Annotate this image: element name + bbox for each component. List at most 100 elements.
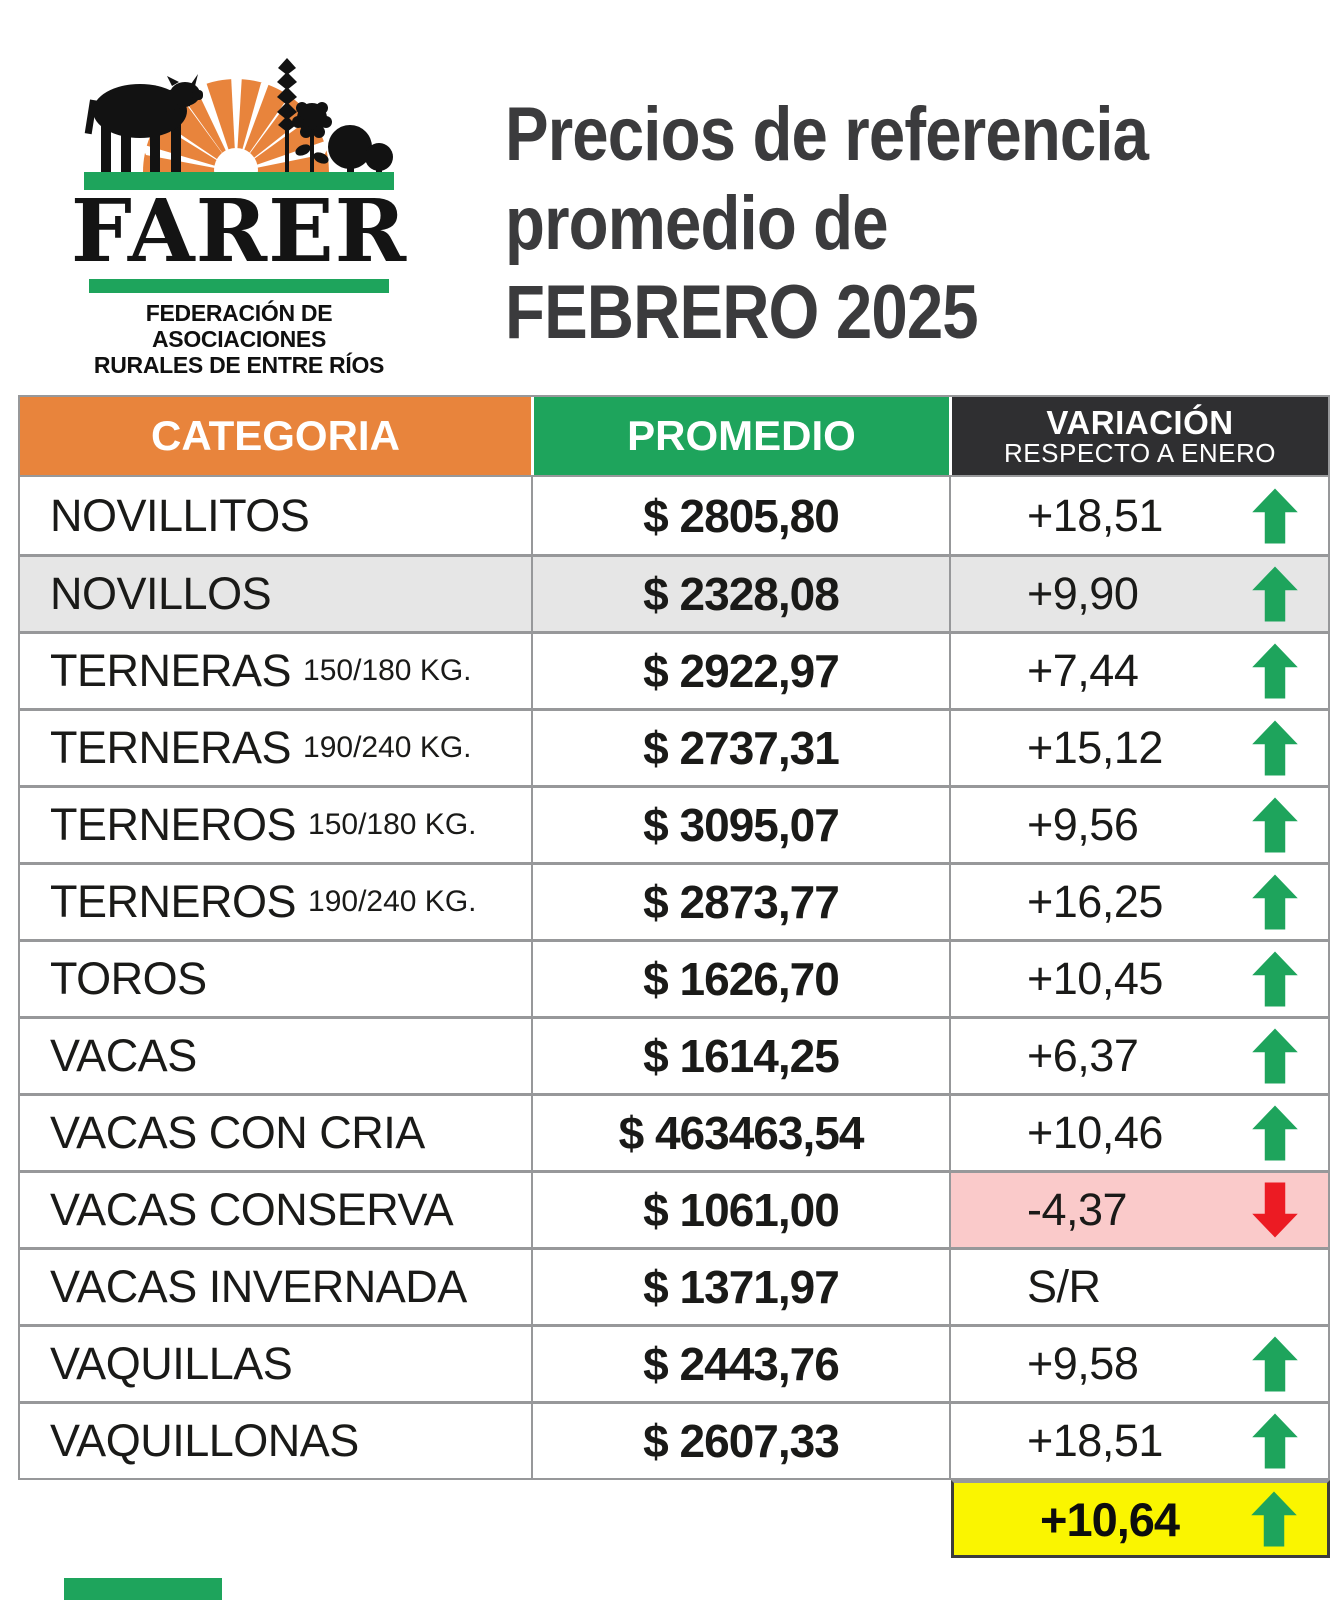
logo-subtitle: FEDERACIÓN DE ASOCIACIONES RURALES DE EN…: [83, 300, 395, 378]
table-header: CATEGORIA PROMEDIO VARIACIÓN RESPECTO A …: [20, 397, 1328, 475]
variation-cell: S/R: [949, 1250, 1328, 1324]
up-arrow-icon: [1252, 1028, 1298, 1084]
variation-cell: +7,44: [949, 634, 1328, 708]
variation-value: +7,44: [1027, 645, 1139, 696]
table-row: VACAS INVERNADA $ 1371,97 S/R: [20, 1247, 1328, 1324]
table-row: VACAS CON CRIA $ 463463,54 +10,46: [20, 1093, 1328, 1170]
farer-logo-emblem: [84, 58, 394, 190]
variation-cell: +10,45: [949, 942, 1328, 1016]
table-row: VACAS CONSERVA $ 1061,00 -4,37: [20, 1170, 1328, 1247]
category-name: VAQUILLONAS: [50, 1415, 359, 1466]
up-arrow-icon: [1252, 720, 1298, 776]
table-row: TERNEROS 190/240 KG. $ 2873,77 +16,25: [20, 862, 1328, 939]
table-row: VAQUILLAS $ 2443,76 +9,58: [20, 1324, 1328, 1401]
up-arrow-icon: [1252, 566, 1298, 622]
category-cell: TERNERAS 190/240 KG.: [20, 711, 531, 785]
category-cell: NOVILLOS: [20, 557, 531, 631]
header-variation-line2: RESPECTO A ENERO: [1004, 437, 1276, 468]
cow-icon: [84, 74, 203, 172]
variation-cell: +9,56: [949, 788, 1328, 862]
variation-value: +9,58: [1027, 1338, 1139, 1389]
average-price-cell: $ 2443,76: [531, 1327, 949, 1401]
average-price-cell: $ 1371,97: [531, 1250, 949, 1324]
logo-green-bar: [89, 279, 389, 293]
variation-cell: +6,37: [949, 1019, 1328, 1093]
variation-value: -4,37: [1027, 1184, 1128, 1235]
variation-value: S/R: [1027, 1261, 1101, 1312]
variation-cell: +16,25: [949, 865, 1328, 939]
sunflower-icon: [292, 102, 332, 172]
category-cell: VAQUILLONAS: [20, 1404, 531, 1478]
wheat-icon: [277, 58, 297, 172]
average-price-cell: $ 1061,00: [531, 1173, 949, 1247]
up-arrow-icon: [1251, 1491, 1297, 1547]
average-price-cell: $ 1614,25: [531, 1019, 949, 1093]
category-cell: TERNEROS 190/240 KG.: [20, 865, 531, 939]
table-body: NOVILLITOS $ 2805,80 +18,51 NOVILLOS $ 2…: [20, 475, 1328, 1478]
summary-row: +10,64: [18, 1480, 1330, 1558]
category-name: VAQUILLAS: [50, 1338, 293, 1389]
category-name: TERNEROS: [50, 799, 297, 850]
grass-bar: [84, 172, 394, 190]
category-name: VACAS: [50, 1030, 197, 1081]
category-name: TERNERAS: [50, 645, 292, 696]
trees-icon: [328, 125, 393, 172]
down-arrow-icon: [1252, 1182, 1298, 1238]
logo-subtitle-line2: RURALES DE ENTRE RÍOS: [93, 352, 385, 378]
category-cell: TERNEROS 150/180 KG.: [20, 788, 531, 862]
page-title-line1: Precios de referencia: [505, 92, 1149, 177]
header-average: PROMEDIO: [531, 397, 949, 475]
farer-logo: FARER FEDERACIÓN DE ASOCIACIONES RURALES…: [71, 42, 406, 378]
average-price-cell: $ 2922,97: [531, 634, 949, 708]
average-price-cell: $ 2737,31: [531, 711, 949, 785]
category-name: TOROS: [50, 953, 207, 1004]
summary-variation-cell: +10,64: [951, 1480, 1330, 1558]
category-cell: VACAS CONSERVA: [20, 1173, 531, 1247]
category-name: TERNERAS: [50, 722, 292, 773]
table-row: VACAS $ 1614,25 +6,37: [20, 1016, 1328, 1093]
average-price-cell: $ 2607,33: [531, 1404, 949, 1478]
up-arrow-icon: [1252, 643, 1298, 699]
category-weight-range: 190/240 KG.: [303, 731, 472, 764]
header-variation: VARIACIÓN RESPECTO A ENERO: [949, 397, 1328, 475]
up-arrow-icon: [1252, 1336, 1298, 1392]
variation-cell: +9,58: [949, 1327, 1328, 1401]
page-title-line2: promedio de: [505, 181, 889, 266]
variation-value: +10,46: [1027, 1107, 1163, 1158]
category-weight-range: 190/240 KG.: [308, 885, 477, 918]
table-row: TERNEROS 150/180 KG. $ 3095,07 +9,56: [20, 785, 1328, 862]
variation-cell: +9,90: [949, 557, 1328, 631]
table-row: TERNERAS 190/240 KG. $ 2737,31 +15,12: [20, 708, 1328, 785]
variation-value: +18,51: [1027, 1415, 1163, 1466]
average-price-cell: $ 3095,07: [531, 788, 949, 862]
up-arrow-icon: [1252, 1413, 1298, 1469]
variation-value: +6,37: [1027, 1030, 1139, 1081]
variation-value: +10,45: [1027, 953, 1163, 1004]
category-name: VACAS CONSERVA: [50, 1184, 454, 1235]
category-cell: VACAS CON CRIA: [20, 1096, 531, 1170]
category-cell: TOROS: [20, 942, 531, 1016]
bottom-green-bar: [64, 1578, 222, 1600]
price-table: CATEGORIA PROMEDIO VARIACIÓN RESPECTO A …: [18, 395, 1330, 1558]
average-price-cell: $ 2873,77: [531, 865, 949, 939]
category-name: TERNEROS: [50, 876, 297, 927]
table-row: NOVILLOS $ 2328,08 +9,90: [20, 554, 1328, 631]
average-price-cell: $ 463463,54: [531, 1096, 949, 1170]
page-title: Precios de referencia promedio de FEBRER…: [505, 90, 1149, 357]
variation-value: +9,90: [1027, 568, 1139, 619]
page-title-line3: FEBRERO 2025: [505, 270, 979, 355]
category-cell: VACAS: [20, 1019, 531, 1093]
category-cell: VACAS INVERNADA: [20, 1250, 531, 1324]
up-arrow-icon: [1252, 951, 1298, 1007]
brand-wordmark: FARER: [70, 181, 408, 282]
up-arrow-icon: [1252, 874, 1298, 930]
summary-variation-value: +10,64: [1040, 1492, 1180, 1546]
category-cell: VAQUILLAS: [20, 1327, 531, 1401]
table-row: VAQUILLONAS $ 2607,33 +18,51: [20, 1401, 1328, 1478]
variation-value: +9,56: [1027, 799, 1139, 850]
category-cell: NOVILLITOS: [20, 477, 531, 554]
up-arrow-icon: [1252, 488, 1298, 543]
variation-cell: +15,12: [949, 711, 1328, 785]
category-name: NOVILLITOS: [50, 489, 310, 541]
